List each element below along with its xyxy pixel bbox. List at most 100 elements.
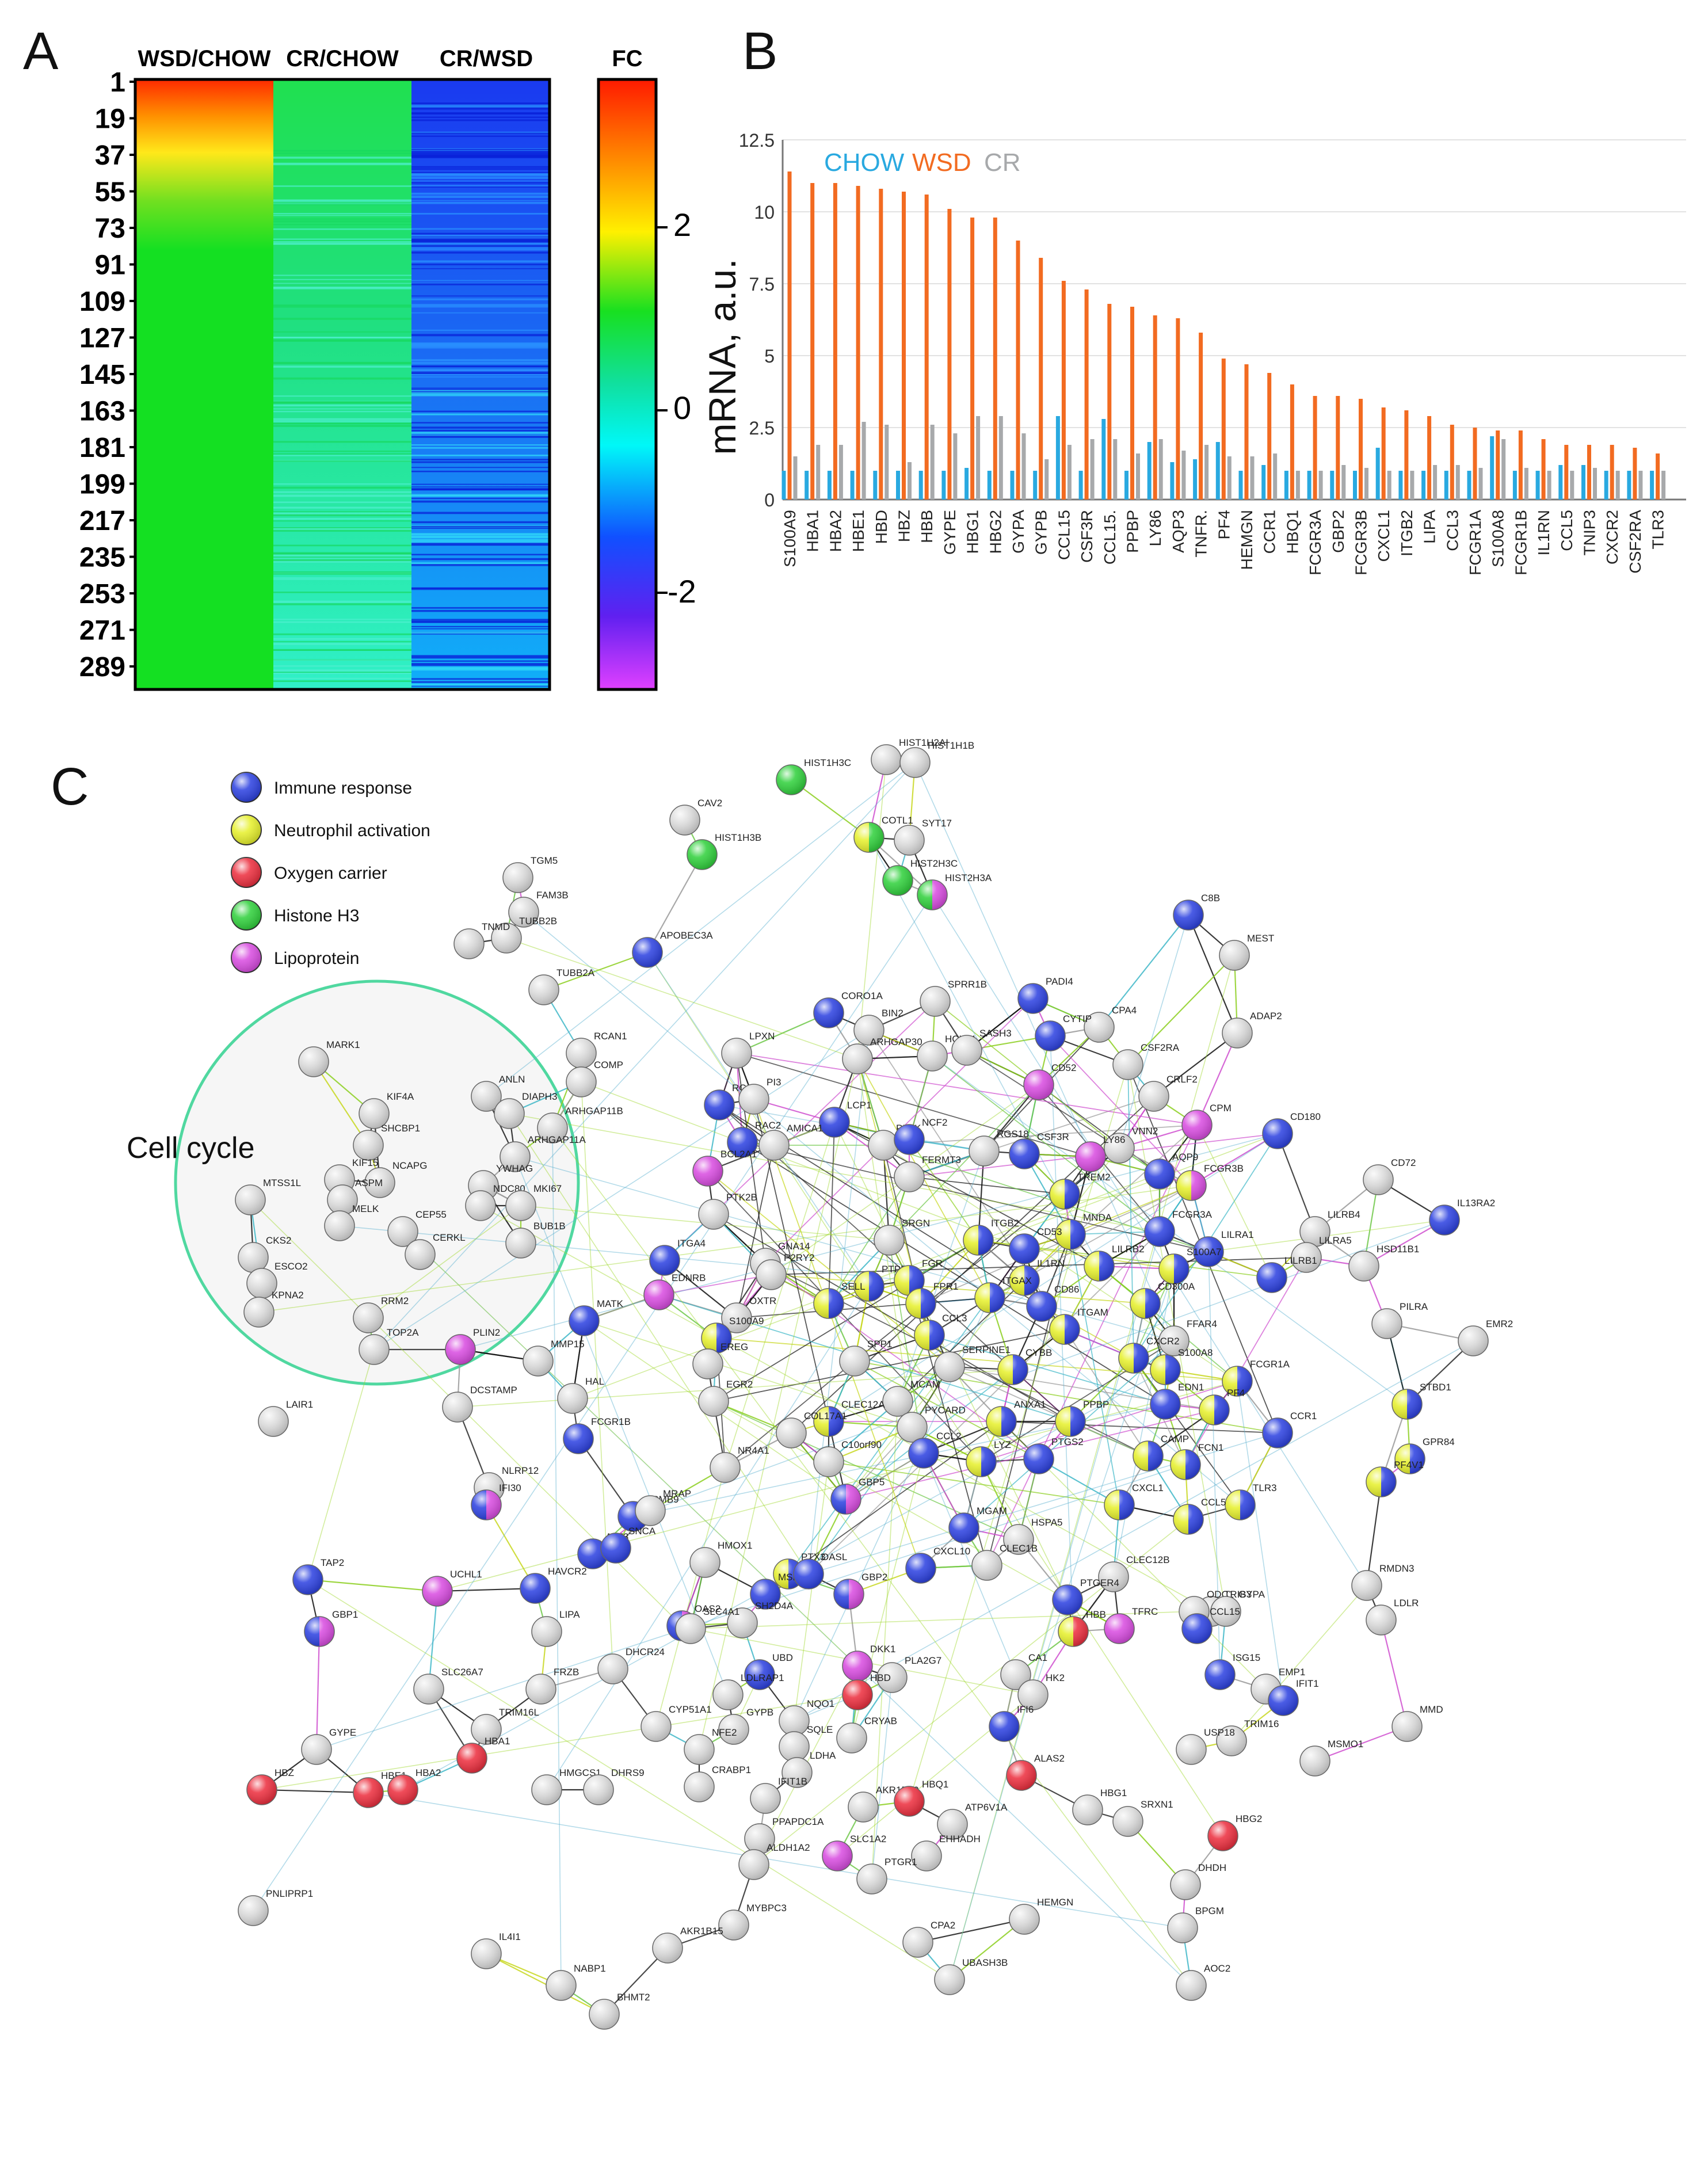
node-label: PLA2G7 (905, 1655, 941, 1666)
heatmap-stripe (411, 195, 550, 198)
heatmap-stripe (273, 561, 411, 563)
network-node: C10orf90 (813, 1439, 882, 1477)
node-shine (721, 1302, 752, 1333)
network-edge (981, 1381, 1238, 1462)
bar-chow (1033, 471, 1038, 500)
node-shine (1112, 1806, 1143, 1837)
node-label: CXCR2 (1146, 1336, 1180, 1347)
node-shine (1181, 1110, 1213, 1141)
network-node: HBE1 (353, 1770, 406, 1808)
node-shine (258, 1406, 289, 1437)
node-label: ANLN (499, 1074, 525, 1085)
network-edge (909, 1176, 1065, 1195)
x-tick-label: CCL3 (1443, 510, 1461, 551)
heatmap-stripe (273, 365, 411, 368)
node-shine (353, 1302, 384, 1333)
network-node: FERMT3 (894, 1154, 961, 1192)
heatmap-stripe (273, 650, 411, 651)
node-label: HIST1H2AI (899, 737, 948, 748)
network-node: LILRB1 (1256, 1255, 1317, 1293)
network-node: CYBB (997, 1347, 1052, 1385)
network-edge (1314, 1725, 1408, 1762)
network-node: SH2D4A (727, 1600, 794, 1638)
node-label: NR4A1 (738, 1445, 769, 1456)
node-label: PTGS2 (1051, 1436, 1084, 1447)
heatmap-stripe (273, 578, 411, 580)
x-tick-label: CXCR2 (1603, 510, 1621, 565)
node-shine (353, 1130, 384, 1161)
network-node: FFAR4 (1158, 1318, 1217, 1356)
network-node: EDN1 (1150, 1382, 1204, 1420)
network-node: SHCBP1 (353, 1123, 420, 1161)
bar-chow (850, 471, 855, 500)
network-edge (1032, 1268, 1175, 1695)
network-edge (794, 1340, 1474, 1721)
network-node: IL13RA2 (1429, 1198, 1495, 1236)
node-label: ISG15 (1233, 1652, 1260, 1663)
node-label: TGM5 (531, 855, 558, 866)
node-shine (1176, 1734, 1207, 1765)
heatmap-stripe (273, 494, 411, 497)
network-node: TRIM16L (471, 1707, 539, 1745)
heatmap-stripe (411, 422, 550, 424)
network-node: AKR1B15 (652, 1926, 723, 1964)
network-node: DKK1 (842, 1644, 895, 1682)
bar-chow (1467, 471, 1471, 500)
node-label: UBASH3B (962, 1957, 1008, 1968)
network-node: EDNRB (643, 1272, 706, 1310)
network-node: CAMP (1133, 1434, 1189, 1472)
heatmap-stripe (411, 664, 550, 666)
heatmap-stripe (273, 451, 411, 452)
node-label: SPP1 (867, 1339, 892, 1350)
legend-label: Neutrophil activation (274, 821, 430, 840)
network-node: DHCR24 (597, 1646, 665, 1684)
heatmap: WSD/CHOW CR/CHOW CR/WSD 1 19 37 55 73 91 109 12… (79, 46, 551, 691)
network-node: ADAP2 (1222, 1011, 1282, 1049)
bar-chow (1627, 471, 1631, 500)
x-tick-label: S100A9 (781, 510, 799, 567)
bar-cr (884, 425, 889, 500)
network-edge (1133, 1358, 1241, 1505)
node-label: LDHA (810, 1750, 836, 1761)
network-node: PLA2G7 (876, 1655, 941, 1693)
heatmap-stripe (273, 518, 411, 520)
heatmap-stripe (411, 536, 550, 539)
bar-wsd (1084, 289, 1089, 500)
network-node: HIST1H3B (687, 832, 761, 870)
heatmap-stripe (411, 295, 550, 297)
bar-cr (1181, 451, 1186, 500)
node-label: VNN2 (1132, 1126, 1158, 1137)
y-tick-label: 5 (764, 346, 775, 367)
node-shine (1348, 1251, 1379, 1282)
node-shine (1006, 1760, 1037, 1791)
x-tick-label: ITGB2 (1398, 510, 1416, 557)
node-label: GBP2 (861, 1572, 887, 1583)
network-edge (1119, 914, 1189, 1149)
node-shine (1363, 1164, 1394, 1195)
node-shine (1222, 1366, 1253, 1397)
x-tick-label: HBB (918, 510, 936, 543)
network-edge (307, 1579, 950, 1980)
bar-chow (1261, 465, 1266, 500)
heatmap-row-tick-label: 145 (79, 360, 125, 390)
heatmap-stripe (411, 660, 550, 662)
bar-cr (1570, 471, 1574, 500)
node-label: SH2D4A (755, 1600, 794, 1611)
node-label: TUBB2B (519, 916, 557, 927)
node-shine (669, 805, 700, 836)
network-edge (1363, 1219, 1445, 1267)
network-node: ARHGAP11A (500, 1134, 586, 1172)
network-node: USP18 (1176, 1727, 1235, 1765)
network-node: SLC1A2 (822, 1834, 886, 1871)
heatmap-stripe (273, 491, 411, 493)
node-label: CRLF2 (1166, 1074, 1198, 1085)
node-shine (1000, 1659, 1031, 1690)
heatmap-row-tick-label: 37 (95, 140, 125, 171)
network-node: SRGN (874, 1218, 930, 1256)
network-edge (1024, 1125, 1198, 1281)
node-label: HBB (1086, 1609, 1106, 1620)
node-label: C10orf90 (841, 1439, 882, 1450)
network-node: BCL2A1 (692, 1149, 757, 1187)
node-shine (897, 1412, 928, 1443)
network-node: LDHA (781, 1750, 836, 1788)
